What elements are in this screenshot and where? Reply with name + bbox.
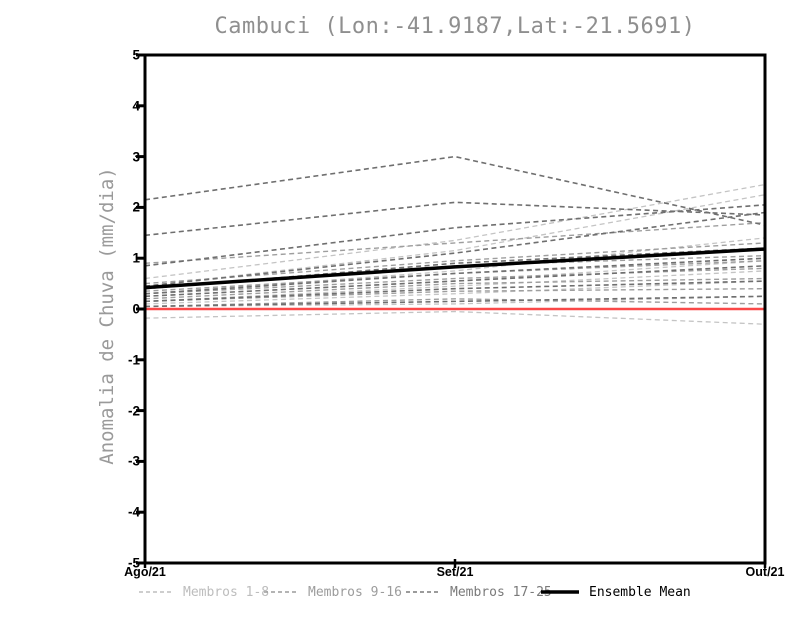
member-line [144,295,766,308]
legend-item-ensemble-mean: Ensemble Mean [540,583,691,601]
member-line [144,265,766,298]
legend-item-membros-1-8: Membros 1-8 [138,583,269,601]
dashed-line-sample-icon [406,591,440,593]
y-axis-label: Anomalia de Chuva (mm/dia) [96,167,118,465]
member-line [144,287,766,303]
legend-label: Membros 1-8 [183,584,270,600]
legend-item-membros-9-16: Membros 9-16 [263,583,402,601]
legend-item-membros-17-25: Membros 17-25 [405,583,552,601]
y-tick-label: 1 [132,250,140,266]
legend-label: Membros 17-25 [450,584,552,600]
member-line [144,155,766,226]
dashed-line-sample-icon [139,591,173,593]
x-tick-label: Ago/21 [124,565,166,579]
y-tick-label: 2 [132,199,140,215]
member-line [144,257,766,295]
legend-label: Membros 9-16 [308,584,402,600]
member-line [144,221,766,264]
member-line [144,267,766,295]
y-tick-label: 4 [132,98,140,114]
chart-title: Cambuci (Lon:-41.9187,Lat:-21.5691) [214,14,696,39]
chart-legend: Membros 1-8 Membros 9-16 Membros 17-25 E… [0,583,800,603]
member-line [144,183,766,280]
solid-line-sample-icon [541,590,579,594]
x-tick-label: Set/21 [436,565,474,579]
member-line [144,211,766,287]
y-tick-label: -3 [127,453,140,469]
member-line [144,310,766,325]
member-line [144,237,766,295]
member-line [144,280,766,305]
y-tick-label: 0 [132,301,140,317]
ensemble-mean-line [144,247,766,290]
member-line [144,298,766,308]
member-line [144,194,766,287]
y-tick-label: -2 [127,403,140,419]
member-line [144,270,766,303]
y-tick-label: -5 [127,555,140,571]
x-tick-label: Out/21 [745,565,785,579]
dashed-line-sample-icon [264,591,298,593]
member-line [144,201,766,237]
member-line [144,242,766,285]
legend-label: Ensemble Mean [589,584,691,600]
member-line [144,295,766,308]
member-line [144,204,766,267]
y-tick-label: 5 [132,47,140,63]
member-line [144,277,766,300]
y-tick-label: -1 [127,352,140,368]
y-tick-label: -4 [127,504,140,520]
member-line [144,280,766,303]
y-tick-label: 3 [132,149,140,165]
